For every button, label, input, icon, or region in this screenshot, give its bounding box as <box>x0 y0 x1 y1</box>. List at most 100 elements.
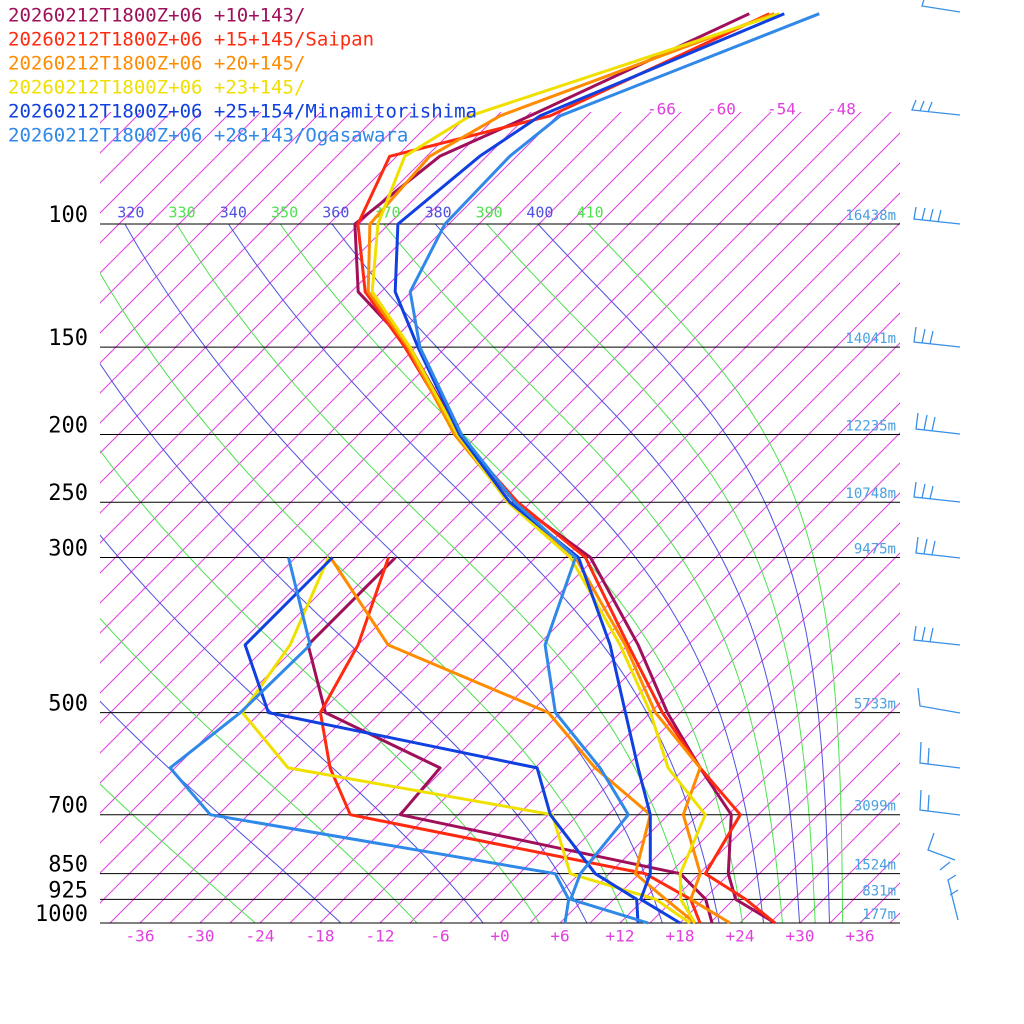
theta-e-line <box>176 224 694 923</box>
height-label: 9475m <box>854 542 896 558</box>
profiles <box>168 12 820 925</box>
x-tick-label: -12 <box>366 927 395 946</box>
isotherm <box>889 912 900 923</box>
x-tick-label: -6 <box>430 927 449 946</box>
pressure-grid: 100 16438m 150 14041m 200 12235m 250 10748m 300 9… <box>35 203 900 946</box>
theta-e-line <box>383 224 783 923</box>
theta-e-line <box>587 224 844 923</box>
theta-e-line <box>486 224 816 923</box>
theta-e-line <box>100 272 628 923</box>
isotherm <box>100 112 202 214</box>
pressure-label: 1000 <box>35 902 88 927</box>
isotherm <box>289 312 900 923</box>
theta-e-line <box>100 617 418 923</box>
legend: 20260212T1800Z+06 +10+143/20260212T1800Z… <box>8 5 477 147</box>
height-label: 3099m <box>854 799 896 815</box>
height-label: 177m <box>862 907 896 923</box>
isotherm <box>100 112 682 694</box>
theta-e-line <box>331 224 765 923</box>
x-tick-label: +6 <box>550 927 569 946</box>
isotherm <box>409 432 900 923</box>
x-tick-label: +12 <box>606 927 635 946</box>
isotherm <box>100 112 712 724</box>
isotherm <box>619 642 900 923</box>
pressure-label: 500 <box>48 692 88 717</box>
isotherm <box>100 112 292 304</box>
theta-e-label: 380 <box>425 204 452 222</box>
theta-e-label: 340 <box>220 204 247 222</box>
x-tick-label: +18 <box>666 927 695 946</box>
isotherm <box>109 132 900 923</box>
pressure-label: 850 <box>48 853 88 878</box>
legend-entry: 20260212T1800Z+06 +10+143/ <box>8 5 305 27</box>
legend-entry: 20260212T1800Z+06 +15+145/Saipan <box>8 29 374 51</box>
pressure-label: 200 <box>48 413 88 438</box>
x-tick-label: -18 <box>306 927 335 946</box>
isotherm <box>559 582 900 923</box>
legend-entry: 20260212T1800Z+06 +25+154/Minamitorishim… <box>8 101 477 123</box>
isotherm <box>799 822 900 923</box>
height-label: 5733m <box>854 697 896 713</box>
isotherm <box>100 112 412 424</box>
dewpoint-line <box>243 556 640 924</box>
isotherm <box>100 112 742 754</box>
isotherm <box>100 112 322 334</box>
height-label: 12235m <box>845 418 896 434</box>
x-tick-label: +0 <box>490 927 509 946</box>
theta-e-label: 390 <box>476 204 503 222</box>
x-tick-label: +24 <box>726 927 755 946</box>
theta-e-line <box>100 362 588 923</box>
theta-e-line <box>434 224 801 923</box>
theta-e-line <box>279 224 744 923</box>
pressure-label: 925 <box>48 878 88 903</box>
isotherm-label: -66 <box>647 100 676 119</box>
theta-e-label: 330 <box>169 204 196 222</box>
isotherm <box>229 252 900 923</box>
isotherm <box>100 112 262 274</box>
isotherm <box>100 112 622 634</box>
theta-e-line <box>537 224 830 923</box>
isotherm <box>319 342 900 923</box>
theta-e-label: 300 <box>15 204 42 222</box>
isotherm <box>100 112 502 514</box>
isotherm <box>589 612 900 923</box>
legend-entry: 20260212T1800Z+06 +23+145/ <box>8 77 305 99</box>
x-tick-label: +30 <box>786 927 815 946</box>
isotherm <box>100 112 232 244</box>
isotherm <box>469 492 900 923</box>
adiabat-labels: 2502602702802903003103203303403503603703… <box>15 204 603 222</box>
isotherm-label: -48 <box>827 100 856 119</box>
pressure-label: 250 <box>48 481 88 506</box>
height-label: 1524m <box>854 858 896 874</box>
isotherm <box>499 522 900 923</box>
legend-entry: 20260212T1800Z+06 +20+145/ <box>8 53 305 75</box>
isotherm <box>100 112 592 604</box>
dewpoint-line <box>168 557 571 924</box>
isotherm <box>259 282 900 923</box>
pressure-label: 100 <box>48 203 88 228</box>
dewpoint-line <box>318 557 702 924</box>
theta-e-label: 360 <box>322 204 349 222</box>
isotherm <box>100 112 892 904</box>
isotherm <box>100 112 772 784</box>
height-label: 16438m <box>845 208 896 224</box>
isotherm-label: -60 <box>707 100 736 119</box>
adiabats <box>100 224 844 923</box>
legend-entry: 20260212T1800Z+06 +28+143/Ogasawara <box>8 125 408 147</box>
isotherm <box>100 112 802 814</box>
x-tick-label: -36 <box>126 927 155 946</box>
isotherm <box>649 672 900 923</box>
temperature-line <box>356 12 776 925</box>
isotherm <box>439 462 900 923</box>
isotherm <box>100 112 382 394</box>
theta-e-label: 400 <box>526 204 553 222</box>
x-tick-label: -30 <box>186 927 215 946</box>
pressure-label: 700 <box>48 794 88 819</box>
theta-e-line <box>100 534 484 923</box>
temperature-line <box>370 12 780 924</box>
isotherm <box>679 702 900 923</box>
pressure-label: 300 <box>48 537 88 562</box>
isotherm <box>859 882 900 923</box>
isotherm <box>829 852 900 923</box>
